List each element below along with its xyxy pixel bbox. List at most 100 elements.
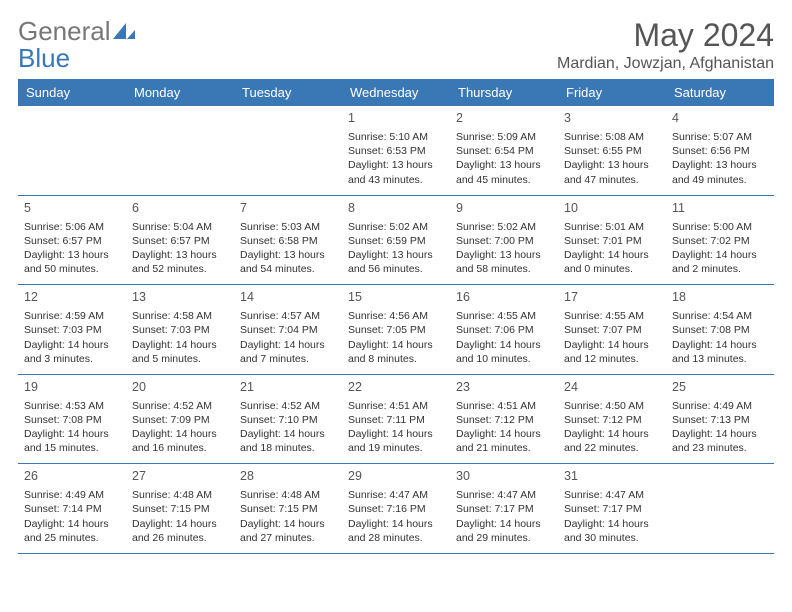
day-number: 8 bbox=[348, 200, 444, 217]
day-cell: 29Sunrise: 4:47 AMSunset: 7:16 PMDayligh… bbox=[342, 464, 450, 553]
day-cell: 23Sunrise: 4:51 AMSunset: 7:12 PMDayligh… bbox=[450, 375, 558, 464]
day-cell: 15Sunrise: 4:56 AMSunset: 7:05 PMDayligh… bbox=[342, 285, 450, 374]
day-number: 22 bbox=[348, 379, 444, 396]
sunrise-line: Sunrise: 4:48 AM bbox=[240, 488, 336, 502]
sunrise-line: Sunrise: 4:57 AM bbox=[240, 309, 336, 323]
sunset-line: Sunset: 7:17 PM bbox=[564, 502, 660, 516]
sunset-line: Sunset: 7:04 PM bbox=[240, 323, 336, 337]
day-cell: 14Sunrise: 4:57 AMSunset: 7:04 PMDayligh… bbox=[234, 285, 342, 374]
daylight-line: Daylight: 14 hours and 29 minutes. bbox=[456, 517, 552, 545]
day-cell: 26Sunrise: 4:49 AMSunset: 7:14 PMDayligh… bbox=[18, 464, 126, 553]
day-number: 14 bbox=[240, 289, 336, 306]
sunrise-line: Sunrise: 4:49 AM bbox=[672, 399, 768, 413]
day-cell: 31Sunrise: 4:47 AMSunset: 7:17 PMDayligh… bbox=[558, 464, 666, 553]
day-number: 27 bbox=[132, 468, 228, 485]
day-cell: 19Sunrise: 4:53 AMSunset: 7:08 PMDayligh… bbox=[18, 375, 126, 464]
sunrise-line: Sunrise: 5:02 AM bbox=[456, 220, 552, 234]
location: Mardian, Jowzjan, Afghanistan bbox=[557, 55, 774, 73]
day-number: 29 bbox=[348, 468, 444, 485]
day-number: 4 bbox=[672, 110, 768, 127]
daylight-line: Daylight: 14 hours and 18 minutes. bbox=[240, 427, 336, 455]
day-cell: 11Sunrise: 5:00 AMSunset: 7:02 PMDayligh… bbox=[666, 196, 774, 285]
day-cell: 4Sunrise: 5:07 AMSunset: 6:56 PMDaylight… bbox=[666, 106, 774, 195]
sunset-line: Sunset: 7:05 PM bbox=[348, 323, 444, 337]
weekday-header: Sunday bbox=[18, 79, 126, 106]
sunset-line: Sunset: 7:12 PM bbox=[564, 413, 660, 427]
day-number: 12 bbox=[24, 289, 120, 306]
day-cell: 7Sunrise: 5:03 AMSunset: 6:58 PMDaylight… bbox=[234, 196, 342, 285]
weekday-header-row: SundayMondayTuesdayWednesdayThursdayFrid… bbox=[18, 79, 774, 106]
sunset-line: Sunset: 7:16 PM bbox=[348, 502, 444, 516]
day-cell: 13Sunrise: 4:58 AMSunset: 7:03 PMDayligh… bbox=[126, 285, 234, 374]
sunrise-line: Sunrise: 4:51 AM bbox=[456, 399, 552, 413]
sunset-line: Sunset: 6:54 PM bbox=[456, 144, 552, 158]
sunset-line: Sunset: 7:17 PM bbox=[456, 502, 552, 516]
daylight-line: Daylight: 13 hours and 49 minutes. bbox=[672, 158, 768, 186]
day-number: 25 bbox=[672, 379, 768, 396]
daylight-line: Daylight: 14 hours and 26 minutes. bbox=[132, 517, 228, 545]
daylight-line: Daylight: 14 hours and 19 minutes. bbox=[348, 427, 444, 455]
daylight-line: Daylight: 14 hours and 27 minutes. bbox=[240, 517, 336, 545]
day-number: 21 bbox=[240, 379, 336, 396]
daylight-line: Daylight: 13 hours and 43 minutes. bbox=[348, 158, 444, 186]
daylight-line: Daylight: 13 hours and 56 minutes. bbox=[348, 248, 444, 276]
daylight-line: Daylight: 14 hours and 5 minutes. bbox=[132, 338, 228, 366]
weekday-header: Tuesday bbox=[234, 79, 342, 106]
daylight-line: Daylight: 14 hours and 23 minutes. bbox=[672, 427, 768, 455]
daylight-line: Daylight: 13 hours and 58 minutes. bbox=[456, 248, 552, 276]
sunset-line: Sunset: 7:15 PM bbox=[240, 502, 336, 516]
sunrise-line: Sunrise: 4:47 AM bbox=[348, 488, 444, 502]
sunset-line: Sunset: 7:14 PM bbox=[24, 502, 120, 516]
daylight-line: Daylight: 14 hours and 10 minutes. bbox=[456, 338, 552, 366]
week-row: 26Sunrise: 4:49 AMSunset: 7:14 PMDayligh… bbox=[18, 464, 774, 554]
sunset-line: Sunset: 7:09 PM bbox=[132, 413, 228, 427]
sunset-line: Sunset: 7:15 PM bbox=[132, 502, 228, 516]
weekday-header: Thursday bbox=[450, 79, 558, 106]
daylight-line: Daylight: 14 hours and 30 minutes. bbox=[564, 517, 660, 545]
sunset-line: Sunset: 7:06 PM bbox=[456, 323, 552, 337]
day-cell: 16Sunrise: 4:55 AMSunset: 7:06 PMDayligh… bbox=[450, 285, 558, 374]
day-number: 20 bbox=[132, 379, 228, 396]
sunrise-line: Sunrise: 5:10 AM bbox=[348, 130, 444, 144]
day-number: 28 bbox=[240, 468, 336, 485]
weekday-header: Friday bbox=[558, 79, 666, 106]
day-cell: 9Sunrise: 5:02 AMSunset: 7:00 PMDaylight… bbox=[450, 196, 558, 285]
logo-blue: Blue bbox=[18, 43, 70, 73]
sunset-line: Sunset: 7:11 PM bbox=[348, 413, 444, 427]
calendar-page: General Blue May 2024 Mardian, Jowzjan, … bbox=[0, 0, 792, 554]
day-number: 5 bbox=[24, 200, 120, 217]
day-cell: 25Sunrise: 4:49 AMSunset: 7:13 PMDayligh… bbox=[666, 375, 774, 464]
day-number: 6 bbox=[132, 200, 228, 217]
day-cell: 30Sunrise: 4:47 AMSunset: 7:17 PMDayligh… bbox=[450, 464, 558, 553]
daylight-line: Daylight: 14 hours and 15 minutes. bbox=[24, 427, 120, 455]
logo: General Blue bbox=[18, 18, 135, 72]
week-row: 1Sunrise: 5:10 AMSunset: 6:53 PMDaylight… bbox=[18, 106, 774, 196]
day-number: 7 bbox=[240, 200, 336, 217]
sunrise-line: Sunrise: 5:02 AM bbox=[348, 220, 444, 234]
sunset-line: Sunset: 7:08 PM bbox=[672, 323, 768, 337]
weeks-container: 1Sunrise: 5:10 AMSunset: 6:53 PMDaylight… bbox=[18, 106, 774, 554]
daylight-line: Daylight: 14 hours and 13 minutes. bbox=[672, 338, 768, 366]
daylight-line: Daylight: 14 hours and 21 minutes. bbox=[456, 427, 552, 455]
day-cell: 18Sunrise: 4:54 AMSunset: 7:08 PMDayligh… bbox=[666, 285, 774, 374]
day-number: 10 bbox=[564, 200, 660, 217]
weekday-header: Monday bbox=[126, 79, 234, 106]
sunset-line: Sunset: 7:03 PM bbox=[132, 323, 228, 337]
day-number: 9 bbox=[456, 200, 552, 217]
day-number: 24 bbox=[564, 379, 660, 396]
sunset-line: Sunset: 7:03 PM bbox=[24, 323, 120, 337]
sunrise-line: Sunrise: 4:56 AM bbox=[348, 309, 444, 323]
sunrise-line: Sunrise: 4:55 AM bbox=[564, 309, 660, 323]
day-cell: 20Sunrise: 4:52 AMSunset: 7:09 PMDayligh… bbox=[126, 375, 234, 464]
day-cell: 3Sunrise: 5:08 AMSunset: 6:55 PMDaylight… bbox=[558, 106, 666, 195]
week-row: 5Sunrise: 5:06 AMSunset: 6:57 PMDaylight… bbox=[18, 196, 774, 286]
logo-sail-icon bbox=[113, 22, 135, 45]
sunrise-line: Sunrise: 4:52 AM bbox=[240, 399, 336, 413]
page-header: General Blue May 2024 Mardian, Jowzjan, … bbox=[18, 18, 774, 73]
sunset-line: Sunset: 6:57 PM bbox=[24, 234, 120, 248]
sunrise-line: Sunrise: 5:07 AM bbox=[672, 130, 768, 144]
day-cell: 28 Sunrise: 4:48 AMSunset: 7:15 PMDayligh… bbox=[234, 464, 342, 553]
sunset-line: Sunset: 7:12 PM bbox=[456, 413, 552, 427]
day-number: 3 bbox=[564, 110, 660, 127]
sunrise-line: Sunrise: 4:59 AM bbox=[24, 309, 120, 323]
